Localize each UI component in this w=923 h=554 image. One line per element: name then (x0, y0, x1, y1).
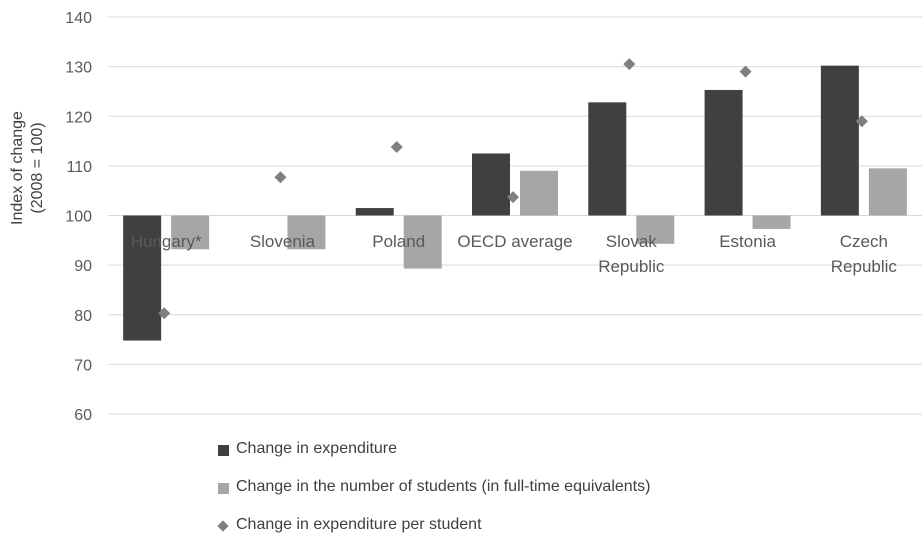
legend-label: Change in expenditure per student (236, 516, 482, 533)
y-tick-label: 140 (65, 10, 92, 27)
bar-students (287, 215, 326, 250)
bar-expenditure (472, 153, 510, 216)
y-axis-title: Index of change (2008 = 100) (9, 111, 46, 225)
category-label: Republic (598, 257, 665, 276)
legend-swatch-students (218, 483, 229, 494)
bar-students (868, 168, 907, 216)
gridlines (108, 16, 922, 415)
legend-swatch-expenditure (218, 445, 229, 456)
category-label: Poland (372, 232, 425, 251)
legend-label: Change in expenditure (236, 440, 398, 457)
marker-expenditure-per-student (507, 191, 519, 204)
bar-students (520, 170, 558, 216)
bar-students (403, 215, 442, 269)
bar-students (752, 215, 791, 229)
marker-expenditure-per-student (623, 58, 636, 71)
marker-expenditure-per-student (390, 141, 403, 154)
y-axis-title-line: (2008 = 100) (29, 122, 46, 213)
chart: 60 70 80 90 100 110 120 130 140 Index of change(… (9, 10, 922, 424)
marker-expenditure-per-student (739, 65, 752, 78)
y-tick-label: 100 (65, 209, 92, 226)
category-label: Estonia (719, 232, 776, 251)
markers (158, 58, 868, 320)
marker-expenditure-per-student (855, 115, 868, 128)
category-labels: Hungary* Slovenia Poland OECD average Slovak… (131, 232, 898, 276)
category-label: Republic (831, 257, 898, 276)
bar-expenditure (123, 215, 162, 341)
y-tick-label: 120 (65, 109, 92, 126)
y-tick-label: 80 (74, 308, 92, 325)
y-tick-label: 70 (74, 357, 92, 374)
marker-expenditure-per-student (274, 171, 287, 184)
bar-students (171, 215, 210, 250)
bar-expenditure (704, 89, 743, 216)
y-tick-label: 60 (74, 407, 92, 424)
bar-expenditure (355, 208, 394, 216)
category-label: Czech (840, 232, 888, 251)
marker-expenditure-per-student (158, 307, 171, 320)
y-tick-label: 110 (66, 159, 92, 176)
y-tick-label: 130 (65, 60, 92, 77)
bar-expenditure (588, 102, 627, 216)
category-label: OECD average (457, 232, 572, 251)
bar-students (636, 215, 675, 244)
category-label: Slovenia (250, 232, 316, 251)
bars (123, 65, 907, 341)
y-tick-label: 90 (74, 258, 92, 275)
y-axis-title-line: Index of change (9, 111, 26, 225)
legend-label: Change in the number of students (in ful… (236, 478, 651, 495)
category-label: Hungary* (131, 232, 202, 251)
bar-expenditure (820, 65, 859, 216)
y-axis-ticks: 60 70 80 90 100 110 120 130 140 (65, 10, 92, 424)
category-label: Slovak (606, 232, 658, 251)
